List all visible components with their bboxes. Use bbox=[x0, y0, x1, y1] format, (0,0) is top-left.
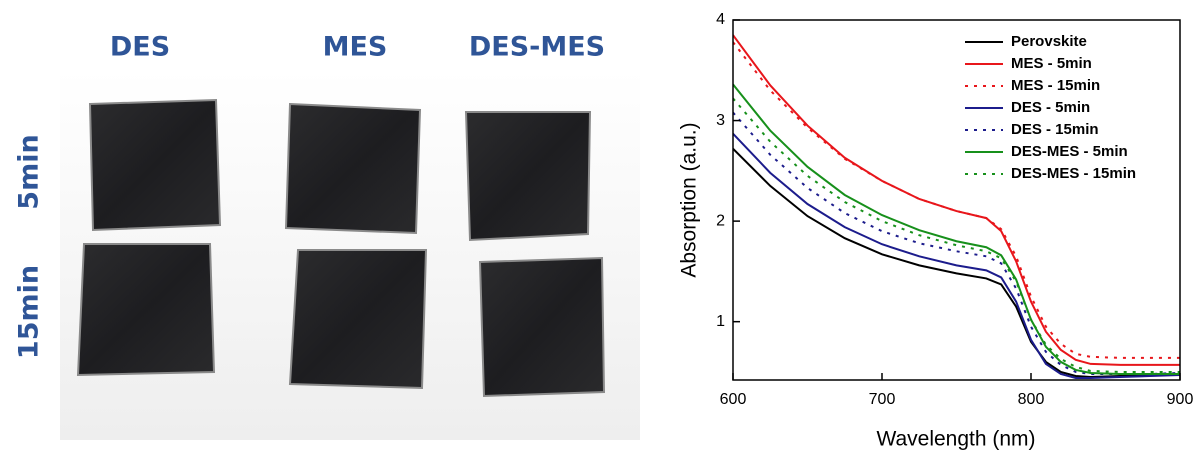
column-label: DES-MES bbox=[469, 32, 605, 63]
legend-label: MES - 5min bbox=[1011, 55, 1092, 72]
sample bbox=[290, 250, 426, 388]
plot-area bbox=[733, 35, 1180, 378]
x-tick-label: 800 bbox=[1018, 391, 1045, 408]
series-line bbox=[733, 149, 1180, 377]
x-tick-label: 600 bbox=[720, 391, 747, 408]
series-line bbox=[733, 98, 1180, 372]
legend-label: Perovskite bbox=[1011, 33, 1087, 50]
x-tick-label: 900 bbox=[1167, 391, 1194, 408]
page: DES MES DES-MES 5min 15min Absorption (a… bbox=[0, 0, 1201, 452]
row-label: 15min bbox=[14, 265, 45, 359]
x-tick-label: 700 bbox=[869, 391, 896, 408]
y-axis-label: Absorption (a.u.) bbox=[678, 122, 701, 277]
series-line bbox=[733, 35, 1180, 365]
legend-label: DES - 5min bbox=[1011, 99, 1090, 116]
sample bbox=[78, 244, 214, 375]
y-tick-label: 1 bbox=[716, 313, 725, 330]
y-tick-label: 4 bbox=[716, 11, 725, 28]
sample bbox=[466, 112, 590, 240]
column-label: MES bbox=[323, 32, 388, 63]
series-line bbox=[733, 84, 1180, 374]
row-label: 5min bbox=[14, 134, 45, 209]
sample bbox=[286, 104, 420, 233]
plot-frame bbox=[733, 20, 1180, 380]
y-tick-label: 3 bbox=[716, 112, 725, 129]
sample bbox=[480, 258, 604, 396]
legend-label: DES-MES - 15min bbox=[1011, 165, 1136, 182]
y-tick-label: 2 bbox=[716, 212, 725, 229]
photo: DES MES DES-MES 5min 15min bbox=[14, 32, 641, 441]
sample bbox=[90, 100, 220, 230]
legend-label: DES-MES - 5min bbox=[1011, 143, 1128, 160]
x-axis-label: Wavelength (nm) bbox=[876, 428, 1035, 451]
figure: DES MES DES-MES 5min 15min Absorption (a… bbox=[0, 0, 1201, 452]
column-label: DES bbox=[110, 32, 170, 63]
chart: Absorption (a.u.) Wavelength (nm) 1 2 3 4 60… bbox=[678, 11, 1194, 450]
legend-label: DES - 15min bbox=[1011, 121, 1099, 138]
series-line bbox=[733, 42, 1180, 358]
legend-label: MES - 15min bbox=[1011, 77, 1100, 94]
